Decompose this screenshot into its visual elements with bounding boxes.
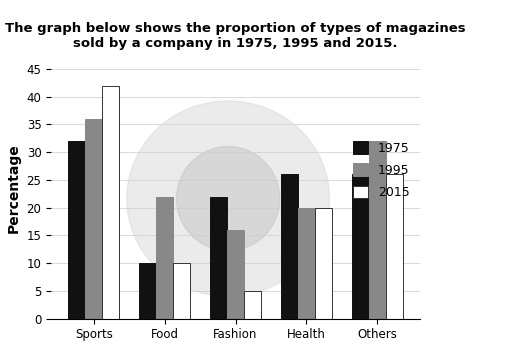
Bar xyxy=(102,86,119,319)
Bar xyxy=(156,197,173,319)
Bar xyxy=(227,230,244,319)
Bar xyxy=(139,263,156,319)
Title: The graph below shows the proportion of types of magazines
sold by a company in : The graph below shows the proportion of … xyxy=(5,22,466,50)
Bar xyxy=(173,263,190,319)
Bar xyxy=(68,141,85,319)
Ellipse shape xyxy=(127,101,330,296)
Bar xyxy=(369,141,386,319)
Bar xyxy=(298,208,315,319)
Bar xyxy=(315,208,332,319)
Legend: 1975, 1995, 2015: 1975, 1995, 2015 xyxy=(349,137,414,203)
Bar xyxy=(210,197,227,319)
Bar xyxy=(244,291,261,319)
Bar xyxy=(352,174,369,319)
Ellipse shape xyxy=(177,147,280,251)
Bar xyxy=(386,174,403,319)
Bar xyxy=(281,174,298,319)
Y-axis label: Percentage: Percentage xyxy=(7,143,21,233)
Bar xyxy=(85,119,102,319)
